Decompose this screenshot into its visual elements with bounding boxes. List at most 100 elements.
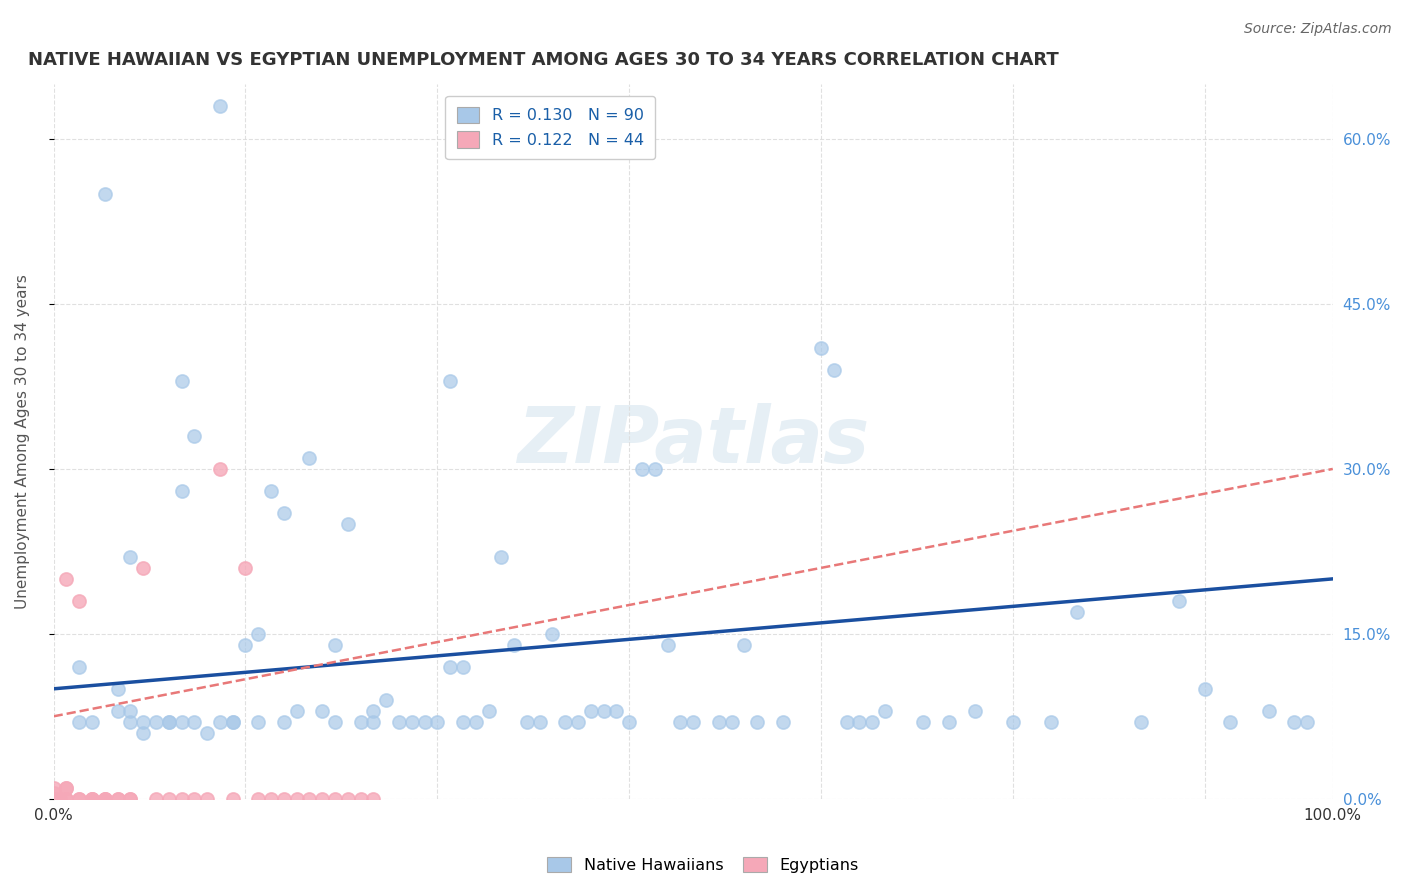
Point	[120, 704, 142, 718]
Point	[55, 791, 77, 805]
Point	[451, 714, 474, 729]
Point	[349, 714, 371, 729]
Point	[195, 791, 218, 805]
Point	[107, 791, 129, 805]
Point	[132, 726, 155, 740]
Point	[644, 462, 666, 476]
Point	[120, 791, 142, 805]
Point	[235, 561, 257, 575]
Point	[183, 714, 205, 729]
Point	[195, 726, 218, 740]
Point	[285, 791, 308, 805]
Point	[541, 627, 564, 641]
Point	[222, 714, 245, 729]
Point	[120, 791, 142, 805]
Point	[720, 714, 742, 729]
Point	[273, 791, 295, 805]
Point	[55, 780, 77, 795]
Point	[592, 704, 614, 718]
Point	[298, 450, 321, 465]
Point	[247, 791, 270, 805]
Point	[413, 714, 436, 729]
Text: ZIPatlas: ZIPatlas	[517, 403, 869, 479]
Point	[963, 704, 986, 718]
Point	[336, 791, 359, 805]
Legend: Native Hawaiians, Egyptians: Native Hawaiians, Egyptians	[541, 851, 865, 880]
Point	[67, 714, 90, 729]
Point	[873, 704, 896, 718]
Point	[42, 780, 65, 795]
Point	[747, 714, 769, 729]
Point	[183, 791, 205, 805]
Point	[401, 714, 423, 729]
Point	[810, 341, 832, 355]
Point	[1129, 714, 1152, 729]
Point	[1296, 714, 1319, 729]
Point	[375, 693, 398, 707]
Point	[107, 791, 129, 805]
Point	[67, 791, 90, 805]
Point	[208, 462, 231, 476]
Point	[170, 714, 193, 729]
Point	[567, 714, 589, 729]
Point	[170, 483, 193, 498]
Point	[132, 714, 155, 729]
Point	[42, 786, 65, 800]
Point	[1219, 714, 1241, 729]
Point	[657, 638, 679, 652]
Point	[349, 791, 371, 805]
Point	[55, 791, 77, 805]
Point	[157, 714, 180, 729]
Point	[503, 638, 526, 652]
Point	[183, 429, 205, 443]
Point	[94, 791, 117, 805]
Point	[157, 714, 180, 729]
Point	[464, 714, 486, 729]
Point	[631, 462, 654, 476]
Point	[311, 791, 333, 805]
Point	[80, 791, 103, 805]
Point	[1168, 594, 1191, 608]
Point	[451, 660, 474, 674]
Point	[67, 594, 90, 608]
Point	[222, 791, 245, 805]
Point	[170, 374, 193, 388]
Point	[145, 714, 167, 729]
Point	[477, 704, 499, 718]
Point	[157, 791, 180, 805]
Point	[247, 714, 270, 729]
Point	[67, 660, 90, 674]
Point	[516, 714, 538, 729]
Point	[823, 363, 845, 377]
Point	[42, 791, 65, 805]
Point	[1284, 714, 1306, 729]
Point	[273, 714, 295, 729]
Point	[107, 681, 129, 696]
Point	[1194, 681, 1216, 696]
Point	[1257, 704, 1279, 718]
Point	[222, 714, 245, 729]
Point	[94, 791, 117, 805]
Point	[772, 714, 794, 729]
Point	[363, 704, 385, 718]
Point	[94, 187, 117, 202]
Point	[42, 791, 65, 805]
Point	[323, 791, 346, 805]
Point	[669, 714, 692, 729]
Point	[42, 791, 65, 805]
Point	[1001, 714, 1024, 729]
Point	[426, 714, 449, 729]
Point	[208, 99, 231, 113]
Point	[49, 791, 72, 805]
Point	[860, 714, 883, 729]
Point	[80, 791, 103, 805]
Legend: R = 0.130   N = 90, R = 0.122   N = 44: R = 0.130 N = 90, R = 0.122 N = 44	[446, 95, 655, 159]
Point	[311, 704, 333, 718]
Point	[1066, 605, 1088, 619]
Point	[260, 483, 283, 498]
Point	[363, 791, 385, 805]
Point	[170, 791, 193, 805]
Point	[388, 714, 411, 729]
Point	[835, 714, 858, 729]
Point	[120, 714, 142, 729]
